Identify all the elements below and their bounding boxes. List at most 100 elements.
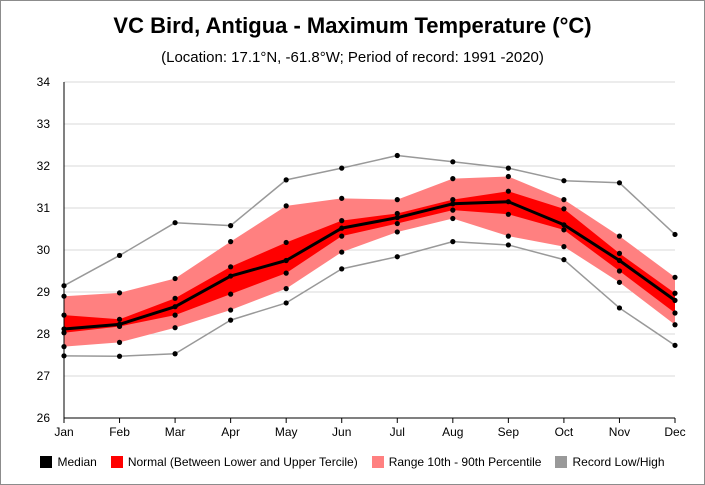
- x-tick-label: Jul: [390, 425, 405, 439]
- record-low-point: [172, 351, 178, 357]
- p10-point: [450, 215, 456, 222]
- p90-point: [394, 197, 400, 203]
- record-high-point: [394, 152, 400, 159]
- y-tick-label: 34: [37, 75, 51, 89]
- upper-tercile-point: [616, 250, 623, 256]
- upper-tercile-point: [505, 188, 511, 194]
- p10-point: [394, 229, 400, 235]
- legend-label: Record Low/High: [572, 455, 665, 469]
- record-high-point: [172, 220, 178, 226]
- lower-tercile-point: [228, 291, 234, 297]
- y-tick-label: 33: [37, 117, 51, 131]
- record-low-point: [505, 242, 511, 248]
- p90-point: [616, 233, 623, 239]
- p90-point: [172, 275, 178, 282]
- upper-tercile-point: [394, 210, 400, 217]
- data-points: [61, 152, 678, 359]
- x-tick-label: Feb: [109, 425, 130, 439]
- p90-point: [228, 239, 234, 245]
- range-10-90-band: [64, 176, 675, 347]
- legend-label: Range 10th - 90th Percentile: [388, 455, 542, 469]
- y-tick-label: 30: [37, 243, 51, 257]
- p90-point: [505, 173, 511, 180]
- upper-tercile-point: [283, 239, 289, 246]
- median-point: [616, 257, 623, 264]
- x-tick-label: Apr: [221, 425, 240, 439]
- lower-tercile-point: [394, 220, 400, 227]
- p10-point: [116, 339, 123, 345]
- record-high-point: [283, 177, 289, 183]
- record-low-point: [228, 317, 234, 323]
- lower-tercile-point: [283, 270, 289, 276]
- y-tick-label: 31: [37, 201, 51, 215]
- lower-tercile-point: [339, 233, 345, 239]
- legend-item-range: Range 10th - 90th Percentile: [371, 455, 542, 469]
- x-tick-label: May: [275, 425, 298, 439]
- legend-item-median: Median: [40, 455, 97, 469]
- x-tick-label: Dec: [664, 425, 685, 439]
- x-tick-label: Nov: [609, 425, 630, 439]
- record-high-point: [116, 252, 123, 259]
- p10-point: [172, 325, 178, 331]
- legend-item-normal: Normal (Between Lower and Upper Tercile): [110, 455, 358, 469]
- series-lines: [63, 154, 676, 358]
- lower-tercile-point: [616, 268, 623, 274]
- y-tick-label: 27: [37, 369, 51, 383]
- median-point: [283, 257, 289, 264]
- p90-point: [450, 176, 456, 182]
- record-low-point: [339, 266, 345, 272]
- record-high-point: [228, 223, 234, 229]
- median-line: [63, 200, 676, 331]
- y-tick-label: 32: [37, 159, 51, 173]
- record-low-point: [672, 342, 678, 348]
- legend-swatch-normal: [110, 456, 123, 468]
- median-point: [339, 225, 345, 231]
- upper-tercile-point: [116, 316, 123, 322]
- x-tick-label: Jan: [54, 425, 73, 439]
- median-point: [394, 215, 400, 221]
- lower-tercile-point: [561, 227, 567, 233]
- median-point: [172, 304, 178, 310]
- p90-point: [672, 274, 678, 280]
- median-point: [450, 201, 456, 207]
- legend: Median Normal (Between Lower and Upper Te…: [1, 455, 704, 469]
- bands: [64, 176, 675, 347]
- p90-point: [116, 290, 123, 296]
- upper-tercile-point: [561, 206, 567, 212]
- chart-subtitle: (Location: 17.1°N, -61.8°W; Period of re…: [161, 49, 544, 66]
- record-low-point: [116, 353, 123, 359]
- axes: 26 27 28 29 30 31 32 33 34 Jan Feb Mar Apr May Jun Jul A…: [37, 75, 686, 439]
- x-tick-label: Sep: [498, 425, 520, 439]
- record-low-point: [283, 300, 289, 306]
- record-low-point: [616, 305, 623, 311]
- lower-tercile-point: [672, 310, 678, 316]
- legend-label: Normal (Between Lower and Upper Tercile): [127, 455, 358, 469]
- legend-swatch-record: [555, 456, 568, 468]
- chart-title: VC Bird, Antigua - Maximum Temperature (…: [113, 13, 592, 38]
- record-low-point: [561, 257, 567, 263]
- x-tick-label: Oct: [555, 425, 574, 439]
- p10-point: [616, 279, 623, 285]
- upper-tercile-point: [672, 290, 678, 296]
- lower-tercile-point: [172, 312, 178, 318]
- y-tick-label: 29: [37, 285, 51, 299]
- lower-tercile-point: [450, 207, 456, 213]
- record-low-point: [394, 254, 400, 260]
- p10-point: [561, 244, 567, 250]
- p10-point: [228, 307, 234, 313]
- record-low-point: [450, 239, 456, 245]
- p10-point: [339, 249, 345, 255]
- median-point: [228, 273, 234, 279]
- p10-point: [672, 322, 678, 328]
- normal-tercile-band: [64, 191, 675, 333]
- record-low-line: [63, 240, 676, 358]
- legend-label: Median: [57, 455, 97, 469]
- legend-swatch-median: [40, 456, 53, 468]
- y-tick-label: 28: [37, 327, 51, 341]
- p90-point: [561, 197, 567, 203]
- median-point: [505, 199, 511, 205]
- record-high-point: [561, 178, 567, 184]
- lower-tercile-point: [505, 211, 511, 217]
